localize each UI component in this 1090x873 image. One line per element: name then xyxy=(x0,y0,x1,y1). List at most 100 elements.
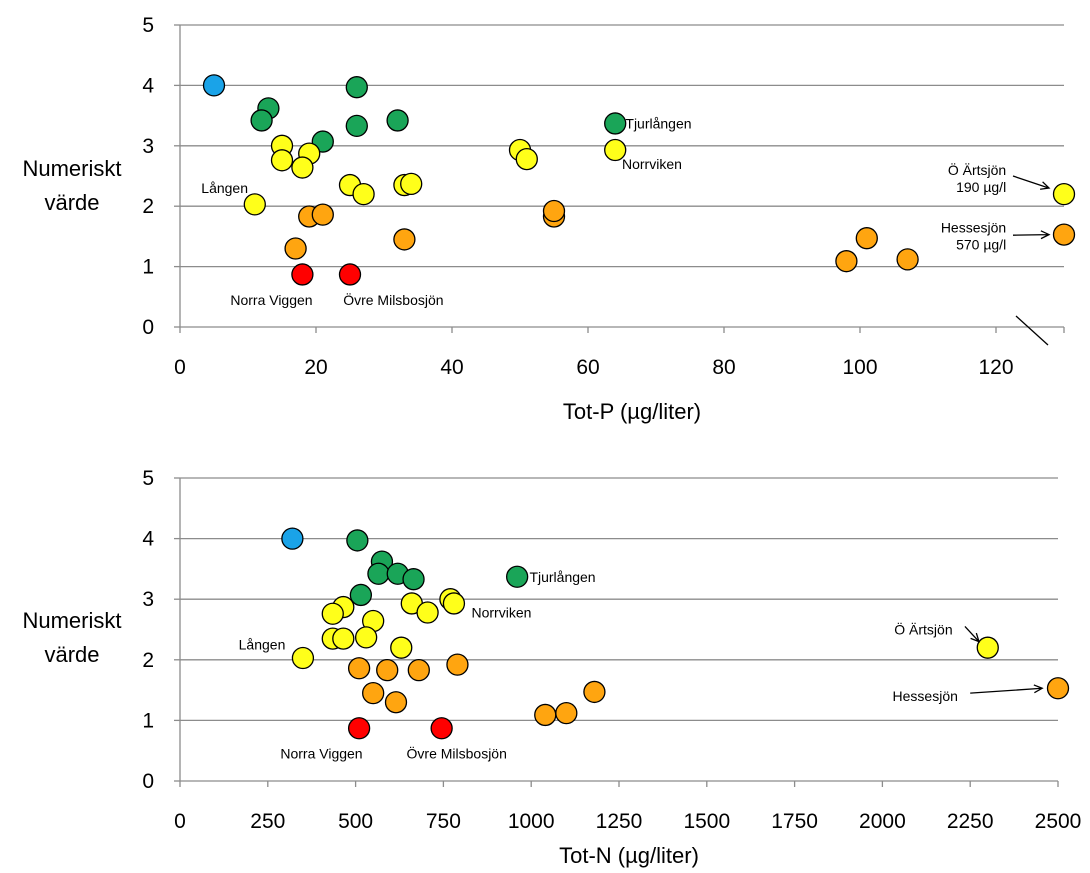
point-annotation: Norra Viggen xyxy=(230,292,312,308)
x-tick-label: 1000 xyxy=(508,810,555,833)
x-tick-label: 40 xyxy=(440,356,463,379)
data-point-green xyxy=(604,112,627,135)
data-point-orange xyxy=(896,248,919,271)
data-point-green xyxy=(345,114,368,138)
data-point-red xyxy=(291,263,314,286)
point-annotation: Lången xyxy=(239,637,286,653)
data-point-red xyxy=(338,263,362,286)
x-tick-label: 20 xyxy=(304,356,327,379)
y-tick-label: 0 xyxy=(142,316,154,339)
data-point-red xyxy=(430,717,453,740)
x-tick-label: 2500 xyxy=(1035,810,1082,833)
data-point-orange xyxy=(376,658,399,682)
y-tick-label: 4 xyxy=(142,528,154,551)
data-point-green xyxy=(506,565,529,588)
data-point-yellow xyxy=(390,636,413,659)
data-point-orange xyxy=(347,657,371,680)
x-axis-label: Tot-P (µg/liter) xyxy=(563,399,701,424)
data-point-orange xyxy=(384,691,408,714)
x-tick-label: 100 xyxy=(842,356,877,379)
data-point-yellow xyxy=(270,149,294,172)
x-tick-label: 0 xyxy=(174,810,186,833)
data-point-orange xyxy=(446,653,469,676)
point-annotation: Lången xyxy=(201,180,248,196)
point-annotation: Hessesjön xyxy=(941,219,1006,235)
data-point-yellow xyxy=(321,602,344,625)
y-tick-label: 2 xyxy=(142,649,154,672)
point-annotation: Tjurlången xyxy=(625,115,691,131)
point-annotation: Norrviken xyxy=(471,605,531,621)
data-point-orange xyxy=(542,199,566,223)
data-point-yellow xyxy=(976,636,999,659)
y-axis-label: Numeriskt xyxy=(22,608,121,633)
chart-2: 0 1 2 3 4 5 0 250 500 750 1000 1250 1500 1750 2000 2250… xyxy=(22,467,1081,868)
x-tick-label: 2250 xyxy=(947,810,994,833)
point-annotation: Ö Ärtsjön xyxy=(948,161,1006,178)
point-annotation: Norra Viggen xyxy=(280,746,362,762)
point-annotation: Tjurlången xyxy=(529,569,595,585)
y-tick-label: 5 xyxy=(142,467,154,490)
annotation-arrow xyxy=(1012,175,1051,190)
y-axis-label: värde xyxy=(44,190,99,215)
x-tick-label: 0 xyxy=(174,356,186,379)
data-point-yellow xyxy=(1052,182,1076,206)
data-point-yellow xyxy=(291,646,315,670)
data-point-yellow xyxy=(442,592,466,615)
data-point-orange xyxy=(362,681,385,705)
data-point-red xyxy=(347,717,371,740)
x-tick-label: 60 xyxy=(576,356,599,379)
y-axis-label: Numeriskt xyxy=(22,156,121,181)
x-tick-label: 500 xyxy=(338,810,373,833)
point-annotation: 190 µg/l xyxy=(956,179,1006,195)
x-tick-label: 1250 xyxy=(596,810,643,833)
data-point-yellow xyxy=(400,172,423,196)
y-axis-label: värde xyxy=(44,642,99,667)
y-tick-label: 5 xyxy=(142,14,154,37)
chart-1: 0 1 2 3 4 5 0 20 40 60 80 100 120 Tot-P (µg/liter) Num… xyxy=(22,14,1076,424)
y-tick-label: 1 xyxy=(142,709,154,732)
data-point-yellow xyxy=(604,138,627,162)
data-point-yellow xyxy=(515,147,538,171)
data-point-green xyxy=(250,109,273,132)
data-point-green xyxy=(346,529,369,552)
data-point-blue xyxy=(202,74,226,97)
data-point-green xyxy=(367,562,390,585)
data-point-orange xyxy=(835,250,858,273)
x-axis-label: Tot-N (µg/liter) xyxy=(559,843,699,868)
data-point-orange xyxy=(1052,223,1076,246)
y-tick-label: 0 xyxy=(142,770,154,793)
point-annotation: Hessesjön xyxy=(893,688,958,704)
data-point-yellow xyxy=(243,193,266,216)
point-annotation: Övre Milsbosjön xyxy=(407,745,507,762)
data-point-yellow xyxy=(354,626,378,649)
x-tick-label: 1500 xyxy=(683,810,730,833)
y-tick-label: 4 xyxy=(142,74,154,97)
data-point-green xyxy=(402,568,425,591)
x-tick-label: 120 xyxy=(978,356,1013,379)
annotation-arrow xyxy=(970,684,1044,694)
data-point-orange xyxy=(855,227,878,250)
point-annotation: Norrviken xyxy=(622,156,682,172)
annotation-arrow xyxy=(1012,230,1051,240)
data-point-orange xyxy=(284,237,307,260)
x-tick-label: 2000 xyxy=(859,810,906,833)
data-point-orange xyxy=(583,680,606,704)
data-point-yellow xyxy=(291,156,314,179)
y-tick-label: 3 xyxy=(142,135,154,158)
data-point-orange xyxy=(393,228,416,251)
x-tick-label: 80 xyxy=(712,356,735,379)
data-point-orange xyxy=(311,203,334,226)
x-tick-label: 1750 xyxy=(771,810,818,833)
annotation-arrow xyxy=(964,626,980,643)
y-tick-label: 1 xyxy=(142,256,154,279)
data-point-yellow xyxy=(332,627,355,650)
y-tick-label: 2 xyxy=(142,195,154,218)
data-point-yellow xyxy=(416,601,439,624)
data-point-green xyxy=(345,76,368,99)
data-point-blue xyxy=(281,527,304,550)
x-tick-label: 250 xyxy=(250,810,285,833)
x-tick-label: 750 xyxy=(426,810,461,833)
point-annotation: Övre Milsbosjön xyxy=(343,291,443,308)
data-point-orange xyxy=(407,658,430,682)
